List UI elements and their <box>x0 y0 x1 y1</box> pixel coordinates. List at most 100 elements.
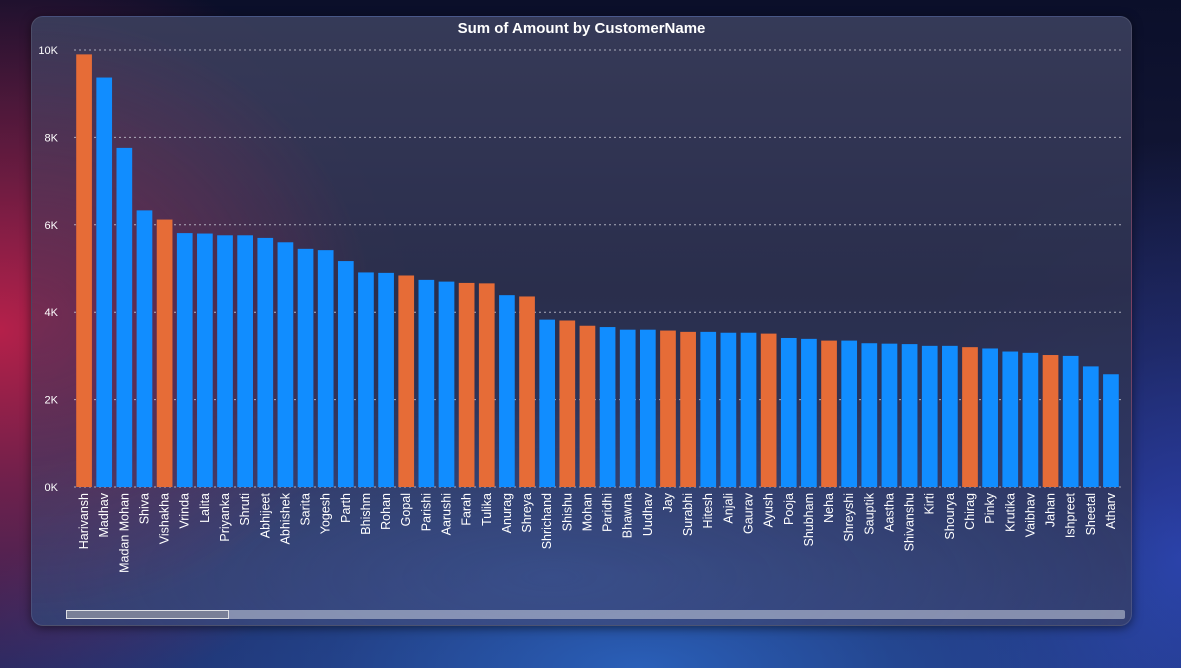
bar[interactable] <box>780 337 797 487</box>
x-tick-label: Shruti <box>238 493 252 526</box>
bar[interactable] <box>1103 374 1119 487</box>
x-tick-label: Aarushi <box>439 493 453 535</box>
bar[interactable] <box>156 219 173 487</box>
x-axis: Harivansh Madhav Madan Mohan Shiva Vishakha V… <box>77 492 1118 573</box>
x-tick-label: Krutika <box>1003 493 1017 532</box>
x-tick-label: Paridhi <box>601 493 615 532</box>
bar[interactable] <box>237 235 253 487</box>
x-tick-label: Anurag <box>500 493 514 533</box>
x-tick-label: Vishakha <box>158 493 172 544</box>
x-tick-label: Shiva <box>137 493 151 524</box>
bar[interactable] <box>559 320 576 487</box>
scrollbar-thumb[interactable] <box>66 610 230 619</box>
x-tick-label: Lalita <box>198 493 212 523</box>
horizontal-scrollbar[interactable] <box>66 610 1125 619</box>
bars <box>76 54 1119 488</box>
x-tick-label: Sauptik <box>862 492 876 534</box>
y-axis: 0K 2K 4K 6K 8K 10K <box>38 45 58 494</box>
bar[interactable] <box>96 77 113 487</box>
x-tick-label: Madan Mohan <box>117 493 131 573</box>
bar[interactable] <box>660 330 676 487</box>
bar[interactable] <box>277 242 294 487</box>
bar[interactable] <box>1022 352 1039 487</box>
bar[interactable] <box>962 347 978 487</box>
bar[interactable] <box>901 344 918 487</box>
chart-title: Sum of Amount by CustomerName <box>458 20 706 37</box>
bar[interactable] <box>478 283 495 487</box>
bar[interactable] <box>599 327 616 487</box>
bar[interactable] <box>700 331 717 487</box>
bar[interactable] <box>539 319 556 487</box>
bar[interactable] <box>438 281 455 487</box>
bar[interactable] <box>1042 355 1059 487</box>
bar[interactable] <box>499 295 515 487</box>
bar[interactable] <box>378 272 394 487</box>
y-tick-label: 6K <box>45 220 59 232</box>
bar[interactable] <box>398 275 415 487</box>
chart-card: Sum of Amount by CustomerName 0K 2K 4K 6K 8K… <box>31 16 1132 626</box>
y-tick-label: 2K <box>45 395 59 407</box>
bar[interactable] <box>740 332 757 487</box>
x-tick-label: Yogesh <box>319 493 333 534</box>
x-tick-label: Pooja <box>782 493 796 525</box>
x-tick-label: Uudhav <box>641 492 655 536</box>
x-tick-label: Mohan <box>580 493 594 531</box>
x-tick-label: Madhav <box>97 492 111 537</box>
bar[interactable] <box>881 343 898 487</box>
bar[interactable] <box>841 340 858 487</box>
bar[interactable] <box>458 282 475 487</box>
y-tick-label: 0K <box>45 482 59 494</box>
x-tick-label: Kirti <box>923 493 937 515</box>
bar[interactable] <box>1002 351 1019 487</box>
bar[interactable] <box>942 345 958 487</box>
bar[interactable] <box>76 54 92 488</box>
bar[interactable] <box>1062 355 1079 487</box>
x-tick-label: Tulika <box>480 493 494 526</box>
y-tick-label: 8K <box>45 132 59 144</box>
x-tick-label: Vaibhav <box>1023 492 1037 537</box>
x-tick-label: Surabhi <box>681 493 695 536</box>
x-tick-label: Anjali <box>721 493 735 524</box>
x-tick-label: Ishpreet <box>1064 492 1078 538</box>
x-tick-label: Farah <box>460 493 474 526</box>
bar[interactable] <box>519 296 535 487</box>
bar[interactable] <box>861 343 878 487</box>
y-tick-label: 10K <box>38 45 58 57</box>
bar[interactable] <box>297 248 314 487</box>
bar[interactable] <box>619 329 636 487</box>
x-tick-label: Abhijeet <box>258 492 272 538</box>
bar[interactable] <box>317 250 334 487</box>
bar[interactable] <box>720 332 737 487</box>
x-tick-label: Aastha <box>882 493 896 532</box>
bar[interactable] <box>337 261 354 487</box>
x-tick-label: Hitesh <box>701 493 715 528</box>
bar[interactable] <box>1082 366 1099 487</box>
bar[interactable] <box>136 210 153 487</box>
bar[interactable] <box>760 333 777 487</box>
x-tick-label: Vrinda <box>178 493 192 529</box>
x-tick-label: Gopal <box>399 493 413 526</box>
x-tick-label: Gaurav <box>742 492 756 534</box>
bar[interactable] <box>982 348 998 487</box>
bar-chart: Sum of Amount by CustomerName 0K 2K 4K 6K 8K… <box>38 20 1121 573</box>
bar[interactable] <box>579 325 596 487</box>
bar[interactable] <box>217 235 233 487</box>
bar[interactable] <box>257 237 274 487</box>
x-tick-label: Abhishek <box>278 492 292 544</box>
bar[interactable] <box>197 233 213 487</box>
x-tick-label: Rohan <box>379 493 393 530</box>
bar[interactable] <box>821 340 837 487</box>
bar[interactable] <box>680 331 696 487</box>
bar[interactable] <box>801 338 817 487</box>
bar[interactable] <box>921 345 938 487</box>
bar[interactable] <box>358 272 374 487</box>
bar[interactable] <box>116 147 133 487</box>
bar[interactable] <box>418 279 435 487</box>
bar[interactable] <box>639 329 656 487</box>
x-tick-label: Bhishm <box>359 493 373 535</box>
x-tick-label: Jahan <box>1044 493 1058 527</box>
x-tick-label: Bhawna <box>621 493 635 538</box>
bar[interactable] <box>176 233 193 487</box>
x-tick-label: Shourya <box>943 493 957 540</box>
x-tick-label: Shubham <box>802 493 816 547</box>
